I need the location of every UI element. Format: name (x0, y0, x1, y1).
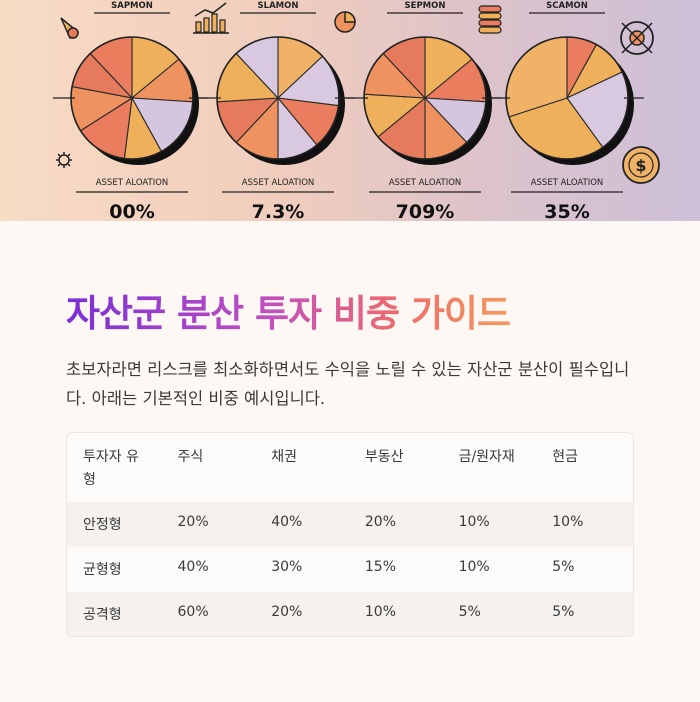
header-investor-type: 투자자 유형 (83, 449, 139, 488)
pie-title: SLAMON (258, 1, 299, 11)
hero-illustration: SCAMON ASSET ALOATION 35% SEPMON ASSET ALOAT… (0, 0, 700, 221)
pie-value: 709% (396, 201, 455, 221)
table-cell: 10% (458, 559, 490, 575)
garlic-icon (60, 17, 80, 40)
pie-chart-1: SAPMON ASSET ALOATION 00% (53, 1, 209, 221)
table-cell: 5% (442, 592, 537, 636)
allocation-table: 투자자 유형 주식 채권 부동산 금/원자재 현금 안정형 20% 40% 20… (66, 432, 634, 637)
table-cell: 30% (271, 559, 303, 575)
pie-label: ASSET ALOATION (531, 178, 604, 188)
bar-chart-icon (193, 2, 229, 34)
pie-chart-2: SLAMON ASSET ALOATION 7.3% (199, 1, 355, 221)
pie-label: ASSET ALOATION (242, 178, 315, 188)
table-row: 안정형 20% 40% 20% 10% 10% (67, 502, 633, 547)
table-cell: 균형형 (83, 562, 122, 578)
pie-chart-icon (334, 11, 356, 33)
table-cell: 공격형 (67, 592, 162, 636)
header-commodities: 금/원자재 (458, 449, 515, 465)
gear-icon (56, 152, 72, 168)
header-stocks: 주식 (177, 449, 204, 465)
coin-stack-icon (478, 5, 502, 34)
pie-value: 7.3% (252, 201, 305, 221)
pie-title: SEPMON (405, 1, 446, 11)
pie-title: SCAMON (546, 1, 588, 11)
pie-label: ASSET ALOATION (96, 178, 169, 188)
table-cell: 10% (536, 502, 633, 547)
header-real-estate: 부동산 (364, 449, 404, 465)
table-cell: 40% (255, 502, 349, 547)
table-row: 균형형 40% 30% 15% 10% 5% (67, 547, 633, 592)
table-row: 공격형 60% 20% 10% 5% 5% (67, 592, 633, 636)
intro-paragraph: 초보자라면 리스크를 최소화하면서도 수익을 노릴 수 있는 자산군 분산이 필… (66, 360, 630, 408)
pie-chart-4: SCAMON ASSET ALOATION 35% (488, 1, 644, 221)
table-cell: 5% (536, 592, 633, 636)
table-cell: 20% (348, 502, 443, 547)
pie-value: 35% (544, 201, 589, 221)
pie-value: 00% (109, 201, 154, 221)
page-title: 자산군 분산 투자 비중 가이드 (66, 283, 511, 337)
pie-label: ASSET ALOATION (389, 178, 462, 188)
header-bonds: 채권 (271, 449, 297, 465)
table-header-row: 투자자 유형 주식 채권 부동산 금/원자재 현금 (67, 433, 633, 502)
table-cell: 5% (552, 559, 575, 575)
svg-text:$: $ (635, 156, 646, 175)
table-cell: 20% (161, 502, 256, 547)
pie-title: SAPMON (111, 1, 153, 11)
target-icon (620, 21, 654, 55)
dollar-coin-icon: $ (622, 146, 660, 184)
pie-chart-panel: SCAMON ASSET ALOATION 35% SEPMON ASSET ALOAT… (53, 1, 660, 221)
table-cell: 15% (364, 559, 397, 575)
table-cell: 10% (348, 592, 443, 636)
pie-chart-3: SEPMON ASSET ALOATION 709% (346, 1, 502, 221)
table-cell: 40% (177, 559, 209, 575)
table-cell: 10% (442, 502, 537, 547)
header-cash: 현금 (552, 449, 579, 465)
table-cell: 60% (161, 592, 256, 636)
table-cell: 안정형 (67, 502, 162, 547)
table-cell: 20% (255, 592, 349, 636)
